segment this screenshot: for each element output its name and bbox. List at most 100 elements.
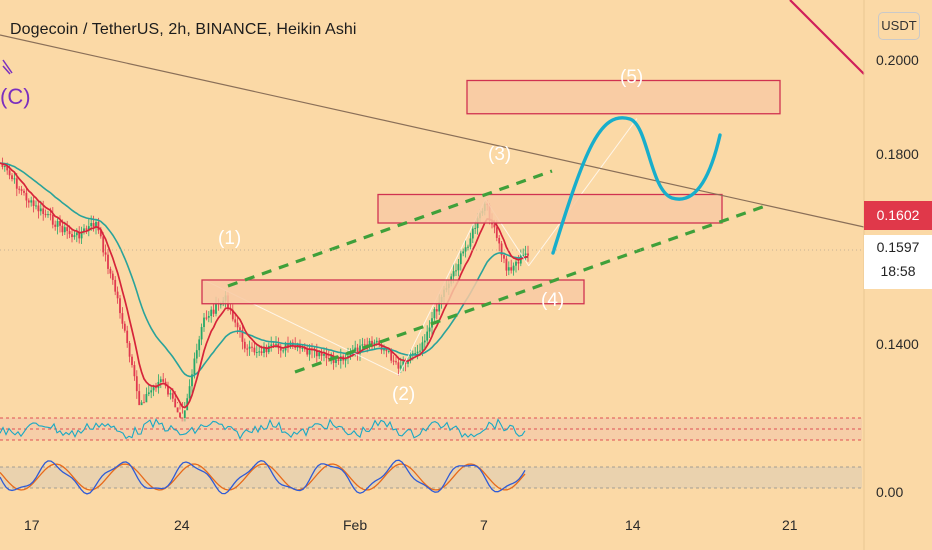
- wave-label-2: (2): [392, 384, 416, 405]
- candle-body: [455, 270, 457, 272]
- candle-body: [510, 267, 513, 271]
- candle-body: [419, 350, 421, 352]
- candle-body: [155, 387, 157, 389]
- candle-body: [231, 309, 234, 320]
- current-price-badge: 0.1597 18:58: [864, 235, 932, 289]
- candle-body: [265, 346, 268, 353]
- candle-body: [409, 354, 412, 361]
- candle-body: [315, 349, 318, 357]
- rsi-line: [0, 418, 526, 440]
- candle-body: [397, 362, 400, 369]
- candle-body: [6, 166, 9, 171]
- projection-path: [551, 116, 722, 255]
- candle-body: [44, 213, 47, 216]
- candle-body: [344, 357, 347, 361]
- candle-body: [380, 344, 383, 351]
- candle-body: [462, 251, 465, 254]
- candle-body: [212, 309, 215, 314]
- candle-body: [287, 343, 289, 347]
- candle-body: [267, 345, 270, 353]
- candle-body: [347, 355, 349, 358]
- candle-body: [114, 279, 117, 292]
- candle-body: [39, 208, 42, 212]
- candle-body: [414, 352, 417, 354]
- candle-body: [8, 170, 11, 176]
- candle-body: [210, 309, 213, 317]
- candle-body: [128, 343, 131, 357]
- candle-body: [507, 267, 510, 271]
- time-tick-7: 7: [480, 517, 488, 533]
- candle-body: [495, 227, 498, 238]
- candle-body: [90, 222, 93, 227]
- candle-body: [337, 359, 340, 361]
- candle-body: [116, 291, 119, 299]
- candle-body: [411, 353, 414, 355]
- candle-body: [37, 205, 40, 212]
- candle-body: [467, 246, 469, 248]
- candle-body: [438, 301, 441, 312]
- stoch-d-line: [0, 463, 526, 491]
- candle-body: [102, 236, 105, 253]
- wave-label-5: (5): [620, 67, 644, 88]
- candle-body: [20, 189, 23, 191]
- candle-body: [399, 365, 402, 369]
- candle-body: [207, 316, 210, 318]
- candle-body: [191, 374, 193, 387]
- target-zone: [201, 279, 585, 305]
- candle-body: [404, 361, 407, 364]
- candle-body: [354, 347, 357, 352]
- candle-body: [234, 319, 237, 323]
- channel-lower-line: [294, 203, 769, 374]
- price-tick-0180: 0.1800: [876, 146, 919, 162]
- candle-body: [339, 356, 342, 361]
- candle-body: [435, 309, 438, 312]
- chart-title: Dogecoin / TetherUS, 2h, BINANCE, Heikin…: [10, 21, 357, 38]
- candle-body: [335, 359, 337, 363]
- candle-body: [179, 412, 181, 418]
- candle-body: [13, 178, 16, 180]
- candle-body: [383, 349, 385, 351]
- candle-body: [85, 228, 88, 230]
- candle-body: [54, 224, 57, 227]
- candle-body: [119, 298, 121, 314]
- candle-body: [167, 385, 169, 395]
- candle-body: [195, 350, 198, 359]
- candle-body: [303, 347, 306, 350]
- candle-body: [253, 347, 256, 353]
- wave-label-1: (1): [218, 228, 242, 249]
- candle-body: [138, 391, 141, 406]
- price-tick-0140: 0.1400: [876, 336, 919, 352]
- candle-body: [512, 265, 515, 271]
- wave-label-4: (4): [541, 290, 565, 311]
- candle-body: [363, 344, 366, 346]
- candle-body: [301, 347, 304, 349]
- candle-body: [239, 327, 241, 331]
- currency-button[interactable]: USDT: [878, 12, 920, 40]
- candle-body: [375, 340, 378, 343]
- candle-body: [390, 351, 393, 361]
- candle-body: [452, 271, 455, 277]
- resistance-line: [789, 0, 865, 75]
- candle-body: [279, 348, 282, 351]
- candle-body: [109, 268, 112, 274]
- candle-body: [11, 175, 13, 180]
- candle-body: [395, 361, 397, 363]
- candle-body: [248, 346, 251, 349]
- candle-body: [27, 200, 30, 203]
- candle-body: [71, 234, 73, 238]
- candle-body: [255, 351, 258, 353]
- candle-body: [407, 360, 409, 364]
- candle-body: [135, 376, 138, 392]
- candle-body: [49, 214, 52, 216]
- candle-body: [503, 255, 505, 259]
- candle-body: [152, 387, 155, 391]
- candle-body: [3, 166, 6, 168]
- candle-body: [131, 356, 133, 366]
- candle-body: [493, 224, 496, 228]
- channel-upper-line: [227, 169, 553, 288]
- candle-body: [241, 330, 244, 342]
- candle-body: [133, 365, 136, 377]
- candle-body: [469, 238, 472, 247]
